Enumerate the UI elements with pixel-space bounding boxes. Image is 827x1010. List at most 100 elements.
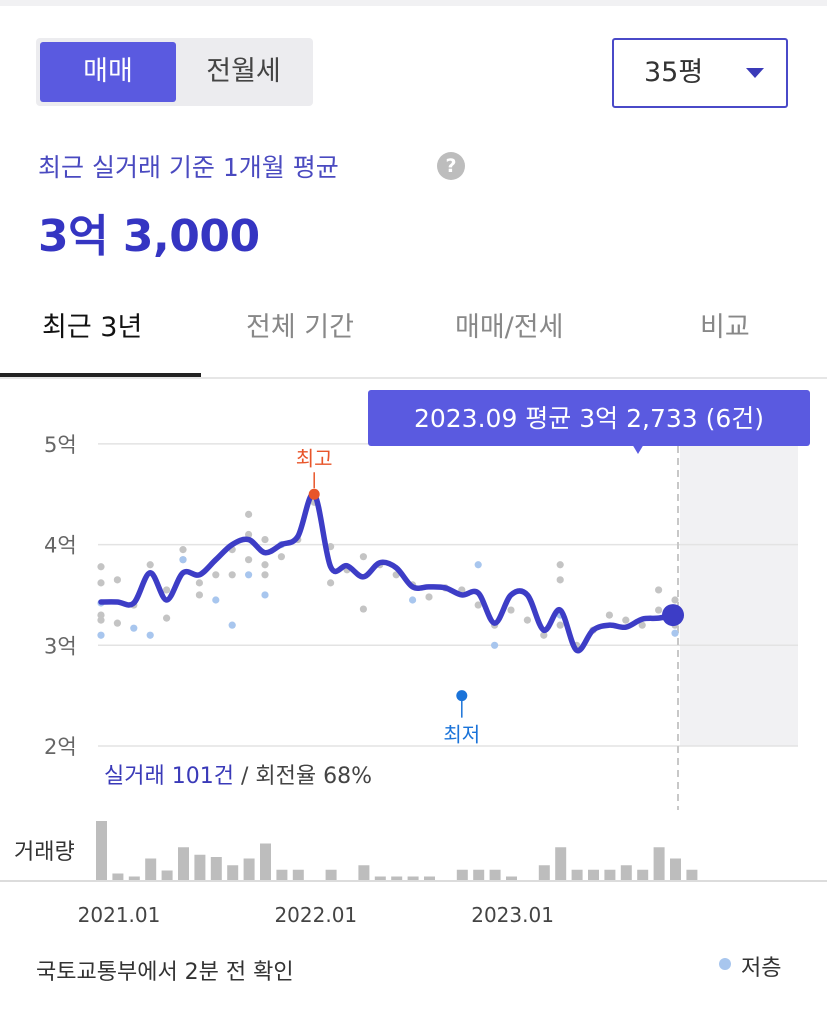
volume-bar bbox=[391, 876, 403, 881]
low-floor-transaction-dot bbox=[146, 631, 154, 639]
volume-bar bbox=[210, 857, 222, 881]
volume-bar bbox=[161, 870, 173, 881]
volume-bar bbox=[194, 854, 206, 881]
transaction-dot bbox=[212, 571, 220, 579]
volume-bar bbox=[489, 869, 501, 881]
volume-bar bbox=[112, 873, 124, 881]
low-floor-transaction-dot bbox=[491, 641, 499, 649]
transaction-dot bbox=[163, 586, 171, 594]
volume-bar bbox=[374, 876, 386, 881]
low-floor-transaction-dot bbox=[671, 629, 679, 637]
transaction-dot bbox=[556, 621, 564, 629]
transaction-dot bbox=[261, 571, 269, 579]
transaction-dot bbox=[146, 561, 154, 569]
low-floor-transaction-dot bbox=[179, 556, 187, 564]
transaction-dot bbox=[359, 553, 367, 561]
tab-sale-vs-jeonse[interactable]: 매매/전세 bbox=[455, 312, 564, 343]
transaction-dot bbox=[113, 576, 121, 584]
transaction-dot bbox=[671, 596, 679, 604]
tab-compare[interactable]: 비교 bbox=[700, 312, 750, 343]
transaction-dot bbox=[556, 561, 564, 569]
volume-bar bbox=[260, 843, 271, 881]
volume-bar bbox=[128, 876, 140, 881]
volume-bar bbox=[292, 869, 304, 881]
tab-all-period[interactable]: 전체 기간 bbox=[246, 312, 354, 343]
volume-bar bbox=[538, 865, 550, 881]
transaction-dot bbox=[245, 530, 253, 539]
average-price-line bbox=[98, 491, 678, 654]
transaction-dot bbox=[507, 606, 515, 614]
sale-toggle-button[interactable]: 매매 bbox=[40, 42, 176, 102]
volume-bar bbox=[686, 869, 698, 881]
transaction-dot bbox=[245, 510, 253, 518]
size-dropdown[interactable]: 35평 bbox=[612, 38, 788, 108]
data-source-note: 국토교통부에서 2분 전 확인 bbox=[36, 960, 294, 985]
low-floor-transaction-dot bbox=[130, 624, 138, 632]
transaction-dot bbox=[523, 616, 532, 624]
transaction-dot bbox=[655, 606, 663, 614]
volume-bar bbox=[506, 876, 517, 881]
volume-bar bbox=[653, 847, 665, 881]
transaction-dot bbox=[655, 586, 663, 594]
low-marker-label: 최저 bbox=[443, 723, 480, 747]
volume-bar bbox=[358, 865, 370, 881]
y-tick-label: 5억 bbox=[44, 433, 77, 457]
transaction-dot bbox=[97, 611, 105, 619]
volume-bar bbox=[604, 869, 616, 881]
low-floor-transaction-dot bbox=[228, 621, 236, 629]
low-floor-transaction-dot bbox=[474, 561, 482, 569]
transaction-dot bbox=[622, 616, 630, 624]
stats-separator: / bbox=[234, 764, 255, 789]
volume-bar bbox=[243, 858, 255, 881]
y-tick-label: 2억 bbox=[44, 735, 77, 759]
high-marker-dot bbox=[308, 488, 320, 500]
rent-toggle-button[interactable]: 전월세 bbox=[206, 56, 281, 87]
transaction-dot bbox=[556, 576, 564, 584]
caret-down-icon bbox=[746, 68, 764, 78]
average-basis-label: 최근 실거래 기준 1개월 평균 bbox=[38, 153, 339, 182]
volume-bar bbox=[620, 865, 632, 881]
transaction-dot bbox=[327, 579, 335, 587]
low-floor-legend-icon bbox=[719, 958, 731, 970]
tab-recent-3-years[interactable]: 최근 3년 bbox=[42, 312, 143, 343]
low-floor-transaction-dot bbox=[212, 596, 220, 604]
volume-bar bbox=[456, 869, 468, 881]
transaction-dot bbox=[261, 535, 269, 544]
transaction-dot bbox=[605, 611, 614, 619]
transaction-dot bbox=[638, 621, 646, 629]
volume-bar bbox=[473, 869, 485, 881]
x-tick-label: 2023.01 bbox=[471, 903, 554, 927]
volume-bar bbox=[96, 821, 107, 881]
trade-stats: 실거래 101건 / 회전율 68% bbox=[104, 764, 372, 789]
price-tooltip: 2023.09 평균 3억 2,733 (6건) bbox=[368, 390, 810, 454]
transaction-dot bbox=[195, 579, 203, 587]
volume-label: 거래량 bbox=[14, 840, 75, 865]
current-point[interactable] bbox=[662, 604, 684, 627]
volume-bar bbox=[276, 869, 288, 881]
transaction-dot bbox=[359, 605, 367, 613]
transaction-dot bbox=[228, 571, 236, 579]
volume-bar bbox=[424, 876, 435, 881]
tooltip-text: 2023.09 평균 3억 2,733 (6건) bbox=[414, 404, 764, 433]
volume-bar bbox=[325, 869, 337, 881]
transaction-dot bbox=[163, 614, 171, 622]
help-icon[interactable]: ? bbox=[437, 152, 465, 180]
transaction-dot bbox=[97, 563, 105, 571]
volume-bar bbox=[227, 865, 239, 881]
volume-bar bbox=[588, 869, 599, 881]
y-tick-label: 3억 bbox=[44, 634, 77, 658]
volume-bar bbox=[178, 847, 189, 881]
volume-bar bbox=[670, 858, 681, 881]
selected-period-shade bbox=[680, 446, 798, 746]
transaction-dot bbox=[97, 616, 105, 624]
transaction-dot bbox=[261, 561, 269, 569]
x-tick-label: 2022.01 bbox=[274, 903, 357, 927]
low-floor-transaction-dot bbox=[409, 596, 417, 604]
x-tick-label: 2021.01 bbox=[78, 903, 161, 927]
low-floor-transaction-dot bbox=[261, 591, 269, 599]
transaction-dot bbox=[179, 546, 187, 554]
high-marker-label: 최고 bbox=[296, 446, 333, 470]
low-floor-transaction-dot bbox=[97, 631, 105, 639]
volume-bar bbox=[145, 858, 157, 881]
